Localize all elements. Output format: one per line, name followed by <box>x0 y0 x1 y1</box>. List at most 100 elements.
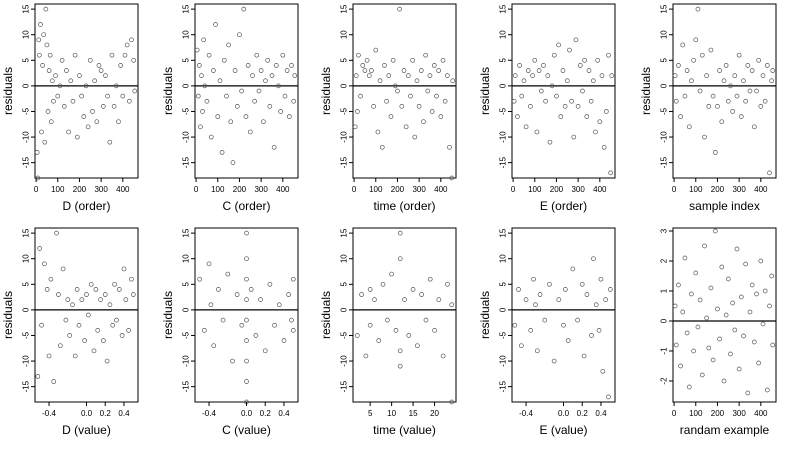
data-point <box>434 93 439 99</box>
data-point <box>745 63 751 68</box>
data-point <box>290 276 296 282</box>
data-point <box>695 324 701 330</box>
x-tick-label: -0.4 <box>42 409 56 418</box>
data-point <box>91 348 97 354</box>
data-point <box>606 52 611 58</box>
data-point <box>598 276 604 282</box>
data-point <box>536 68 542 73</box>
data-point <box>561 322 566 328</box>
x-tick-label: 400 <box>434 185 448 194</box>
data-point <box>414 78 420 84</box>
data-point <box>397 230 403 236</box>
data-point <box>728 351 733 357</box>
y-axis-label: residuals <box>478 291 492 339</box>
data-point <box>682 93 688 99</box>
data-point <box>254 52 260 58</box>
data-point <box>107 139 113 145</box>
data-point <box>762 98 768 104</box>
data-point <box>47 52 53 58</box>
data-point <box>704 73 709 78</box>
y-tick-label: 15 <box>499 228 508 237</box>
x-axis-label: C (value) <box>222 423 271 437</box>
data-point <box>743 98 748 104</box>
data-point <box>111 104 117 109</box>
x-tick-label: 300 <box>94 185 108 194</box>
y-axis-label: residuals <box>319 67 333 115</box>
data-point <box>423 317 429 323</box>
data-point <box>764 63 770 68</box>
data-point <box>593 129 598 135</box>
data-point <box>244 230 249 236</box>
data-point <box>380 281 386 287</box>
x-tick-label: 0.2 <box>100 409 112 418</box>
y-tick-label: 10 <box>499 254 508 263</box>
data-point <box>588 98 594 104</box>
y-tick-label: 0 <box>499 307 508 312</box>
x-tick-label: 0.4 <box>278 409 290 418</box>
data-point <box>702 134 707 140</box>
data-point <box>72 52 78 58</box>
data-point <box>60 266 66 272</box>
data-point <box>521 78 527 84</box>
x-axis-label: E (order) <box>540 199 587 213</box>
x-tick-label: 200 <box>711 409 725 418</box>
data-point <box>389 271 394 277</box>
data-point <box>589 333 594 338</box>
data-point <box>371 104 376 109</box>
x-tick-label: 0.0 <box>241 409 253 418</box>
data-point <box>70 302 75 308</box>
data-point <box>41 32 47 38</box>
data-point <box>760 73 766 78</box>
data-point <box>76 322 82 328</box>
data-point <box>770 342 776 348</box>
data-point <box>715 104 720 109</box>
data-point <box>90 109 95 114</box>
data-point <box>699 372 705 378</box>
y-tick-label: 10 <box>182 254 191 263</box>
y-tick-label: 15 <box>340 4 349 13</box>
y-tick-label: -10 <box>660 131 669 143</box>
data-point <box>234 292 240 297</box>
data-point <box>40 63 45 68</box>
data-point <box>427 276 433 282</box>
data-point <box>57 83 63 89</box>
x-tick-label: -0.4 <box>519 409 533 418</box>
data-point <box>224 93 229 99</box>
x-tick-label: 200 <box>550 185 564 194</box>
residual-panel-1: 0 100 200 300 400 -15 -10 -5 0 5 10 15 D (order) resi… <box>1 3 139 213</box>
data-point <box>528 104 533 109</box>
data-point <box>730 300 735 306</box>
y-tick-label: 15 <box>660 4 669 13</box>
plot-frame <box>352 3 457 179</box>
data-point <box>239 88 244 94</box>
data-point <box>88 281 94 287</box>
data-point <box>695 6 701 12</box>
x-axis-label: D (order) <box>62 199 110 213</box>
data-point <box>126 98 132 104</box>
plot-frame <box>672 3 777 179</box>
data-point <box>730 109 735 114</box>
y-tick-label: 5 <box>182 58 191 63</box>
data-point <box>116 287 122 292</box>
data-point <box>53 73 58 78</box>
data-point <box>686 384 692 390</box>
data-point <box>276 302 282 308</box>
x-tick-label: 0.0 <box>558 409 570 418</box>
data-point <box>217 78 223 84</box>
data-point <box>39 129 44 135</box>
data-point <box>36 52 42 58</box>
y-tick-label: 5 <box>340 282 349 287</box>
data-point <box>609 73 615 78</box>
data-point <box>395 88 400 94</box>
data-point <box>756 57 762 63</box>
x-tick-label: 0 <box>34 185 39 194</box>
data-point <box>710 93 716 99</box>
data-point <box>410 57 415 63</box>
data-point <box>352 124 358 130</box>
data-point <box>239 322 245 328</box>
x-axis-label: E (value) <box>539 423 587 437</box>
y-tick-label: -5 <box>182 331 191 339</box>
data-point <box>732 327 738 333</box>
data-point <box>130 292 136 297</box>
